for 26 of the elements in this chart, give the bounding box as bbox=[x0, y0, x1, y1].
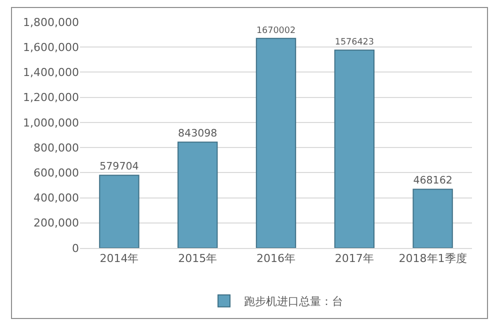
y-tick-label: 600,000 bbox=[34, 166, 79, 180]
y-tick-label: 400,000 bbox=[34, 192, 79, 205]
bar bbox=[412, 188, 453, 248]
x-tick-label: 2015年 bbox=[178, 252, 218, 266]
bar bbox=[256, 38, 296, 248]
y-tick-label: 1,400,000 bbox=[23, 66, 79, 80]
y-tick-label: 1,800,000 bbox=[23, 16, 79, 29]
data-label: 1670002 bbox=[256, 26, 296, 36]
data-label: 579704 bbox=[100, 160, 139, 172]
bar bbox=[334, 50, 374, 248]
y-tick-label: 200,000 bbox=[34, 216, 79, 230]
x-tick-label: 2016年 bbox=[256, 252, 296, 266]
y-tick-label: 0 bbox=[72, 242, 79, 255]
x-tick-label: 2018年1季度 bbox=[398, 252, 467, 266]
x-tick-label: 2014年 bbox=[100, 252, 139, 266]
data-label: 1576423 bbox=[334, 38, 374, 48]
data-label: 468162 bbox=[413, 174, 452, 186]
y-tick-label: 1,000,000 bbox=[23, 116, 79, 130]
legend-label: 跑步机进口总量：台 bbox=[244, 295, 343, 308]
bar bbox=[99, 174, 140, 248]
y-tick-label: 1,200,000 bbox=[23, 91, 79, 104]
y-tick-label: 800,000 bbox=[34, 141, 79, 154]
data-label: 843098 bbox=[178, 127, 218, 140]
bar bbox=[178, 142, 218, 248]
y-tick-label: 1,600,000 bbox=[23, 40, 79, 54]
x-tick-label: 2017年 bbox=[334, 252, 374, 266]
